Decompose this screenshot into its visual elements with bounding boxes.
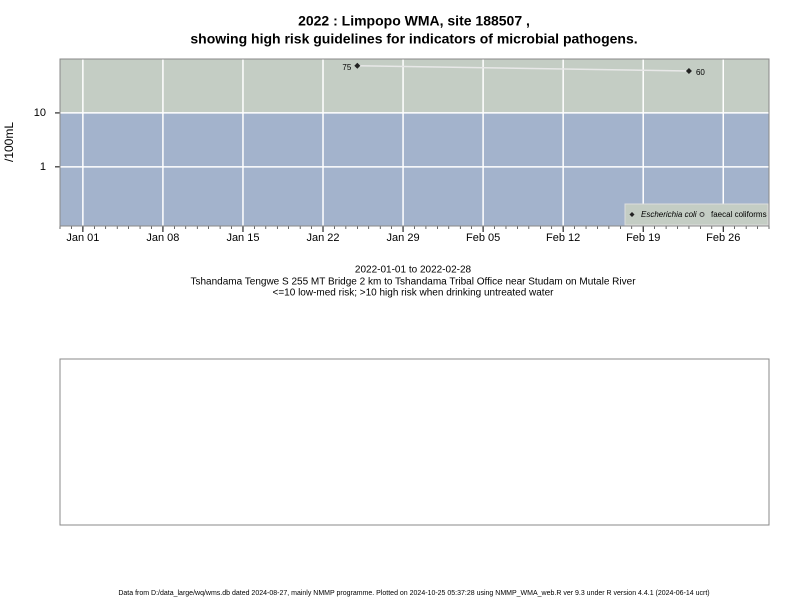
high-risk-band — [60, 59, 769, 113]
legend-label: faecal coliforms — [711, 210, 767, 219]
empty-panel — [59, 358, 770, 526]
x-tick-label: Jan 15 — [226, 232, 259, 244]
x-tick-label: Feb 05 — [466, 232, 500, 244]
y-tick-label: 1 — [40, 161, 46, 173]
data-point — [685, 67, 692, 74]
x-tick-label: Jan 29 — [387, 232, 420, 244]
site-description: Tshandama Tengwe S 255 MT Bridge 2 km to… — [190, 277, 636, 288]
risk-note: <=10 low-med risk; >10 high risk when dr… — [273, 288, 555, 299]
x-tick-label: Jan 22 — [307, 232, 340, 244]
x-tick-label: Feb 12 — [546, 232, 580, 244]
legend-marker — [699, 212, 705, 217]
date-range: 2022-01-01 to 2022-02-28 — [355, 265, 472, 276]
y-tick-label: 10 — [34, 107, 46, 119]
legend-marker — [629, 212, 635, 217]
data-label: 60 — [696, 68, 705, 77]
data-point — [354, 62, 361, 69]
legend: Escherichia coli faecal coliforms — [624, 203, 769, 226]
legend-box — [624, 203, 769, 226]
data-label: 75 — [342, 63, 351, 72]
chart-title: 2022 : Limpopo WMA, site 188507 , — [298, 13, 530, 29]
legend-label: Escherichia coli — [641, 210, 697, 219]
footer: Data from D:/data_large/wq/wms.db dated … — [118, 590, 709, 597]
x-tick-label: Feb 26 — [706, 232, 740, 244]
x-tick-label: Feb 19 — [626, 232, 660, 244]
x-tick-label: Jan 01 — [66, 232, 99, 244]
y-axis-label: /100mL — [2, 122, 16, 162]
chart-subtitle: showing high risk guidelines for indicat… — [190, 31, 637, 47]
x-tick-label: Jan 08 — [146, 232, 179, 244]
series-line — [357, 64, 689, 72]
plot-frame — [59, 58, 770, 227]
